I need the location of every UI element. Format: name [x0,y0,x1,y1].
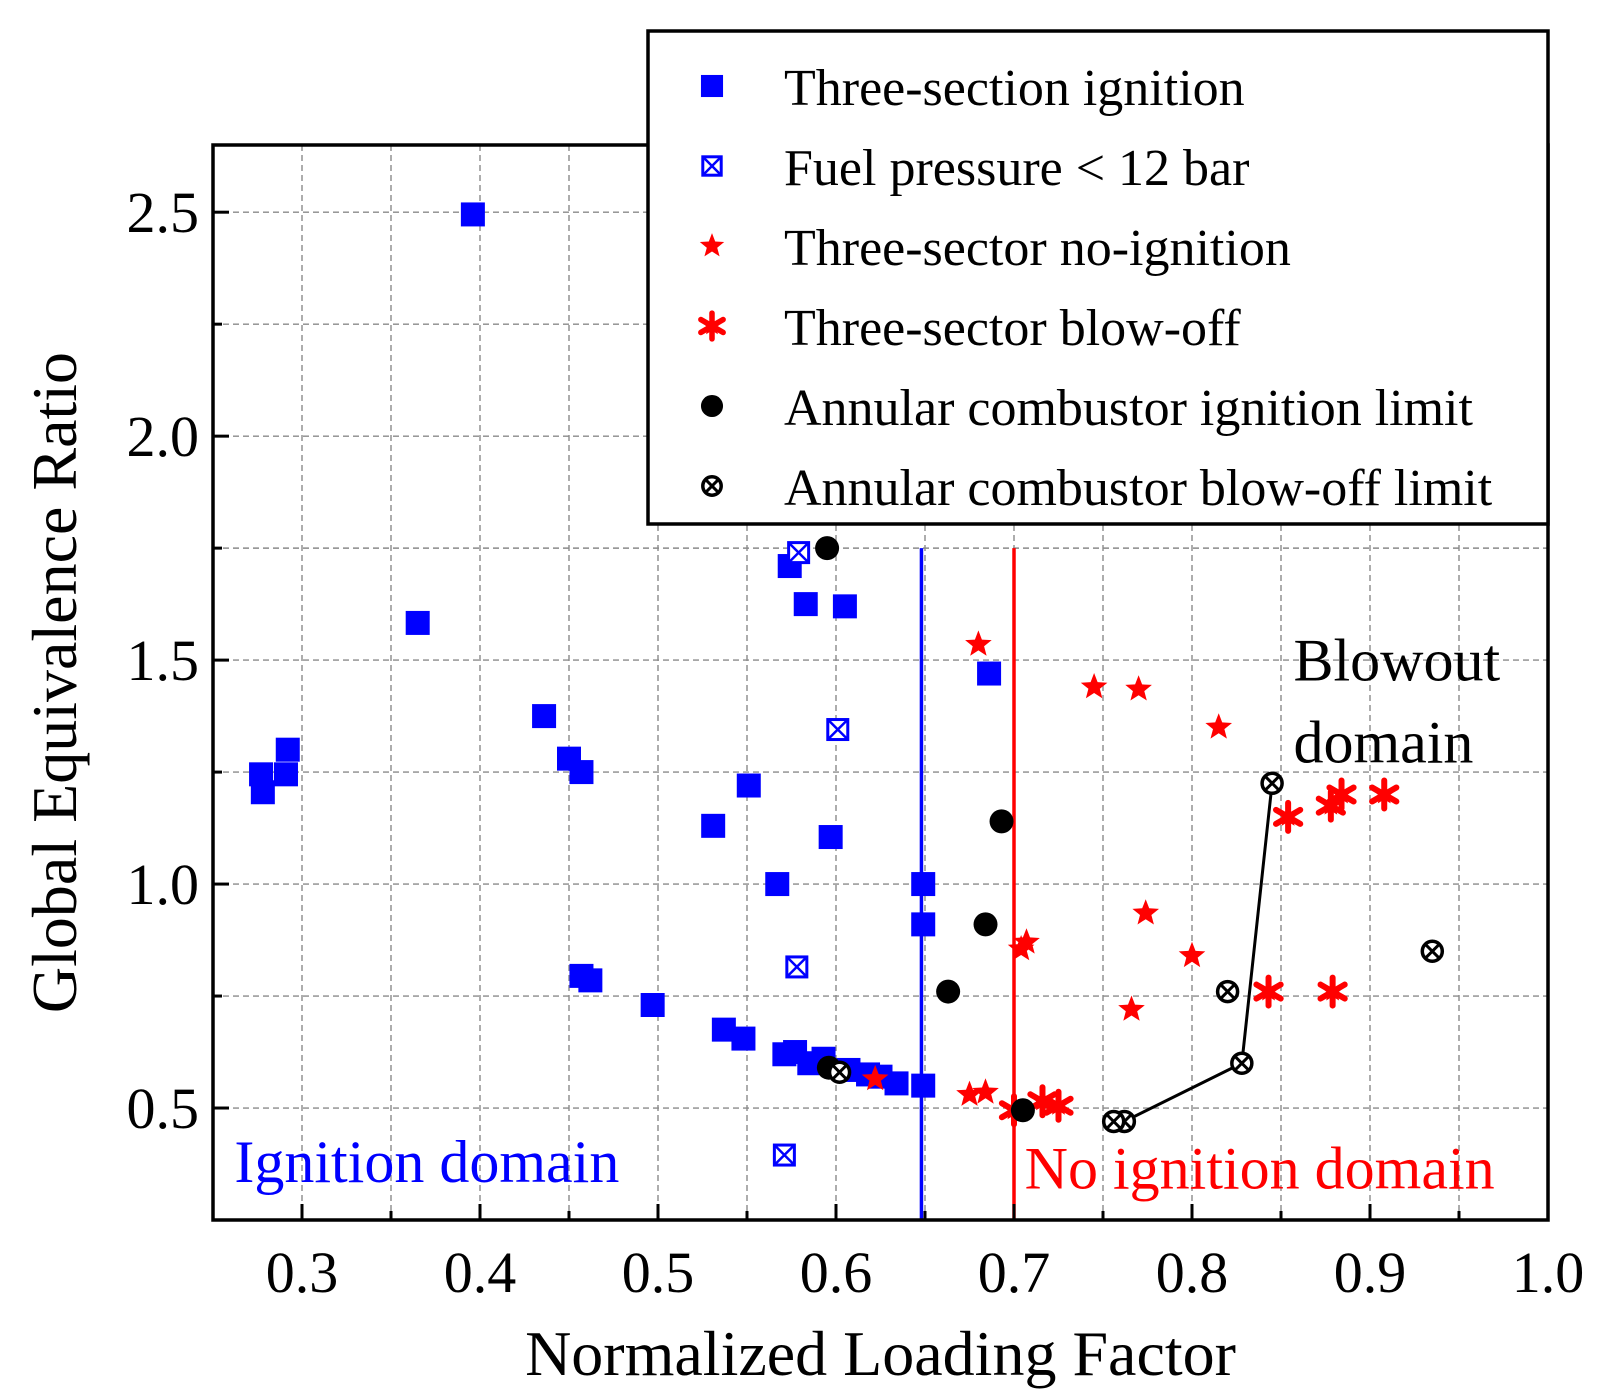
data-point [1013,928,1040,954]
data-point [736,773,761,798]
data-point [1317,974,1348,1009]
data-point [815,536,840,561]
data-point [911,1073,936,1098]
data-point [1125,675,1152,701]
data-point [977,661,1002,686]
data-point [405,610,430,635]
data-point [972,1078,999,1104]
legend-marker [701,155,723,177]
data-points [249,202,1445,1167]
legend-marker [698,310,726,342]
data-point [936,979,961,1004]
data-point [1027,1084,1058,1119]
data-point [532,704,557,729]
legend-box [646,29,1550,526]
data-point [818,825,843,850]
data-point [827,1060,852,1084]
data-point [826,718,850,742]
y-axis-label: Global Equivalence Ratio [19,352,90,1013]
data-point [1080,673,1108,699]
y-tick-label: 0.5 [127,1076,200,1141]
data-point [765,872,790,897]
data-point [1260,771,1284,796]
data-point [731,1026,756,1051]
y-tick-label: 2.0 [127,404,200,469]
data-point [1420,939,1445,963]
annotation-ignition: Ignition domain [234,1129,619,1195]
data-point [1230,1051,1254,1075]
data-point [250,780,275,805]
data-point [956,1080,983,1106]
data-point [911,872,936,897]
y-tick-label: 2.5 [127,180,200,245]
legend-label: Three-section ignition [784,60,1245,117]
x-tick-label: 0.5 [622,1240,695,1305]
y-tick-label: 1.5 [127,628,200,693]
x-axis-label: Normalized Loading Factor [525,1318,1236,1389]
data-point [884,1071,909,1096]
data-point [965,630,992,656]
data-point [787,541,811,565]
data-point [1315,788,1346,823]
data-point [1043,1088,1074,1123]
legend-label: Three-sector no-ignition [784,220,1291,277]
data-point [861,1064,889,1091]
legend-label: Three-sector blow-off [784,300,1241,357]
tick-labels: 0.3 0.4 0.5 0.6 0.7 0.8 0.9 1.0 0.5 1.0 1.5 2.0 2.5 [127,180,1585,1305]
legend-marker [700,394,724,418]
annotation-blowout: Blowout domain [1293,627,1500,775]
data-point [793,592,818,617]
data-point [772,1143,796,1167]
y-tick-label: 1.0 [127,852,200,917]
legend-marker [700,74,724,98]
data-point [1010,1098,1035,1123]
x-tick-label: 0.9 [1334,1240,1407,1305]
axis-ticks [211,210,1550,1222]
data-point [275,737,300,762]
x-tick-label: 0.6 [800,1240,873,1305]
legend-label: Fuel pressure < 12 bar [784,140,1249,197]
data-point [1178,941,1206,968]
data-point [1215,979,1240,1004]
data-point [1253,974,1284,1009]
legend-label: Annular combustor ignition limit [784,380,1474,437]
data-point [785,955,809,979]
x-tick-label: 0.4 [444,1240,517,1305]
data-point [273,762,298,787]
data-point [1007,935,1035,961]
x-tick-label: 0.7 [978,1240,1051,1305]
x-tick-label: 0.8 [1156,1240,1229,1305]
data-point [973,912,998,937]
data-point [1132,899,1159,925]
data-point [569,760,594,785]
data-point [701,813,726,838]
legend: Three-section ignition Fuel pressure < 12… [646,29,1550,526]
data-point [1273,799,1304,834]
x-tick-label: 1.0 [1512,1240,1585,1305]
legend-marker [701,475,723,497]
data-point [911,912,936,937]
data-point [1369,777,1400,812]
legend-marker [699,233,725,257]
data-point [460,202,485,227]
data-point [1101,1109,1126,1134]
data-point [1118,995,1145,1021]
data-point [832,594,857,619]
legend-label: Annular combustor blow-off limit [784,460,1493,517]
annotation-no-ignition: No ignition domain [1025,1136,1495,1202]
annotations: Ignition domain No ignition domain Blowout… [234,627,1500,1201]
data-point [989,809,1014,834]
data-point [640,993,665,1017]
data-point [1205,713,1232,739]
x-tick-label: 0.3 [266,1240,339,1305]
data-point [578,968,603,993]
